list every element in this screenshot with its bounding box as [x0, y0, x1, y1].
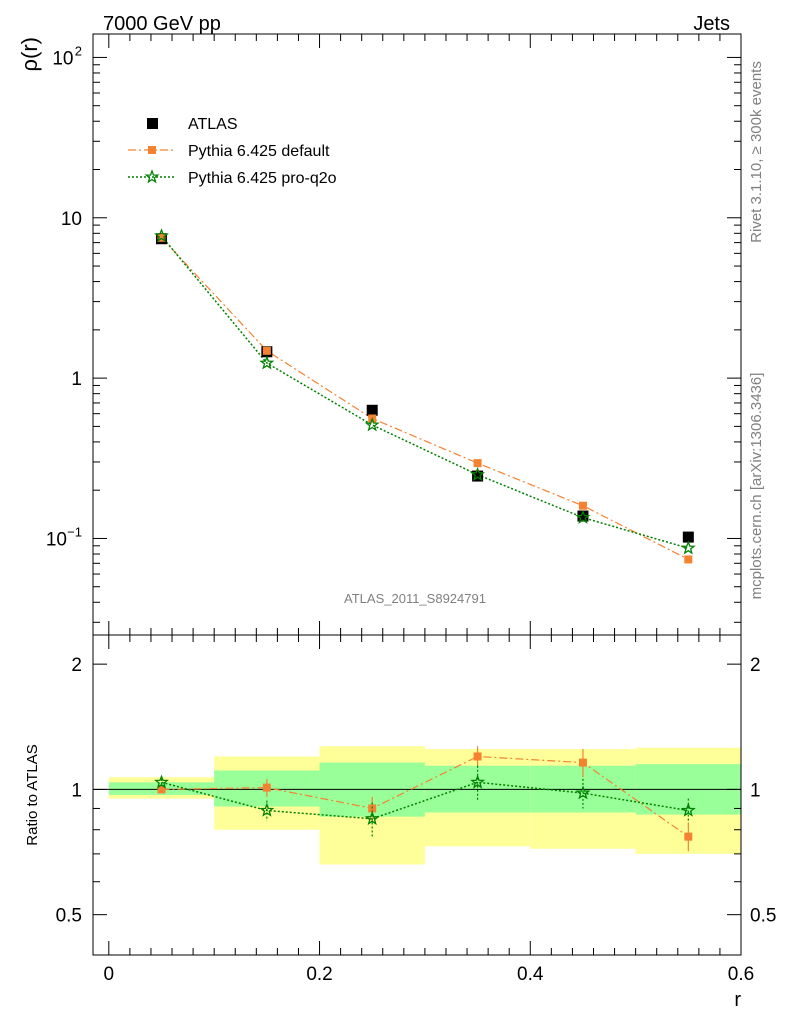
ratio-plot-frame: [92, 634, 742, 956]
main-plot-ticks: [93, 34, 742, 635]
pythia-default-point: [684, 555, 693, 564]
ratio-point-pythia-proq2o: [470, 774, 486, 789]
ratio-series-lines: [161, 755, 689, 838]
ratio-point-pythia-proq2o: [259, 802, 275, 817]
legend-marker-atlas: [147, 118, 158, 129]
pythia-default-point: [473, 459, 482, 468]
pythia-proq2o-point: [259, 355, 275, 370]
legend-label-atlas: ATLAS: [188, 116, 238, 133]
ratio-y-tick-label-right: 2: [750, 655, 761, 676]
y-tick-label: 10: [61, 209, 82, 230]
legend-label-pythia-default: Pythia 6.425 default: [188, 143, 330, 160]
ratio-uncertainty-bands: [108, 746, 741, 865]
atlas-data-point: [472, 470, 484, 482]
x-tick-label: 0: [104, 964, 115, 985]
y-tick-label-exponent: −1: [67, 524, 82, 539]
pythia-proq2o-point: [575, 509, 591, 524]
main-plot-series-lines: [160, 235, 689, 560]
header-energy-label: 7000 GeV pp: [103, 13, 221, 35]
legend-entry-atlas: ATLAS: [147, 116, 238, 133]
legend: ATLAS Pythia 6.425 default Pythia 6.425 …: [128, 116, 337, 187]
pythia-proq2o-point: [364, 417, 380, 432]
y-axis-label-rho: ρ(r): [17, 37, 42, 72]
ratio-markers: [154, 746, 696, 852]
analysis-id-label: ATLAS_2011_S8924791: [344, 591, 486, 606]
pythia-default-point: [262, 346, 271, 355]
ratio-plot-panel: 0.5 0.5 1 1 2 2 0 0.2 0.4 0.6 Ratio to ATLAS r: [24, 634, 777, 1011]
ratio-plot-ticks: [93, 635, 742, 955]
pythia-proq2o-point: [680, 540, 696, 555]
pythia-proq2o-point: [154, 228, 169, 243]
ratio-y-tick-label-left: 2: [71, 655, 82, 676]
series-line-pythia-proq2o: [160, 235, 689, 549]
x-tick-label: 0.6: [728, 964, 754, 985]
legend-marker-pythia-default: [148, 146, 156, 154]
ratio-plot-tick-labels: 0.5 0.5 1 1 2 2 0 0.2 0.4 0.6: [56, 655, 777, 985]
legend-entry-pythia-proq2o: Pythia 6.425 pro-q2o: [128, 169, 337, 187]
ratio-point-pythia-default: [684, 832, 693, 841]
header-process-label: Jets: [693, 13, 730, 35]
ratio-point-pythia-default: [578, 758, 587, 767]
y-tick-label: 1: [71, 369, 82, 390]
ratio-point-pythia-proq2o: [575, 785, 591, 800]
y-tick-label-exponent: 2: [75, 43, 82, 58]
mcplots-reference-label: mcplots.cern.ch [arXiv:1306.3436]: [748, 373, 765, 600]
rivet-version-label: Rivet 3.1.10, ≥ 300k events: [748, 61, 765, 243]
y-tick-label: 10: [46, 529, 67, 550]
ratio-point-pythia-default: [157, 785, 166, 794]
series-line-pythia-default: [161, 237, 689, 560]
ratio-point-pythia-proq2o: [680, 802, 696, 817]
pythia-default-point: [578, 501, 587, 510]
ratio-y-tick-label-right: 0.5: [750, 906, 776, 927]
legend-entry-pythia-default: Pythia 6.425 default: [128, 143, 330, 160]
y-tick-label: 10: [52, 48, 73, 69]
ratio-point-pythia-proq2o: [364, 810, 380, 826]
ratio-point-pythia-default: [262, 783, 271, 792]
x-tick-label: 0.4: [517, 964, 544, 985]
ratio-point-pythia-default: [473, 752, 482, 761]
x-axis-label-r: r: [734, 989, 741, 1011]
ratio-y-tick-label-right: 1: [750, 780, 761, 801]
ratio-point-pythia-proq2o: [154, 774, 169, 789]
ratio-y-tick-label-left: 1: [71, 780, 82, 801]
pythia-proq2o-point: [470, 466, 486, 481]
atlas-data-point: [577, 510, 589, 522]
ratio-line-pythia-default: [161, 755, 689, 838]
main-plot-markers: [154, 228, 696, 564]
legend-label-pythia-proq2o: Pythia 6.425 pro-q2o: [188, 170, 337, 187]
atlas-data-point: [682, 531, 694, 543]
x-tick-label: 0.2: [306, 964, 332, 985]
ratio-y-tick-label-left: 0.5: [56, 906, 82, 927]
atlas-data-point: [366, 404, 378, 416]
legend-marker-pythia-proq2o: [144, 169, 160, 184]
ratio-y-axis-label: Ratio to ATLAS: [24, 744, 41, 845]
